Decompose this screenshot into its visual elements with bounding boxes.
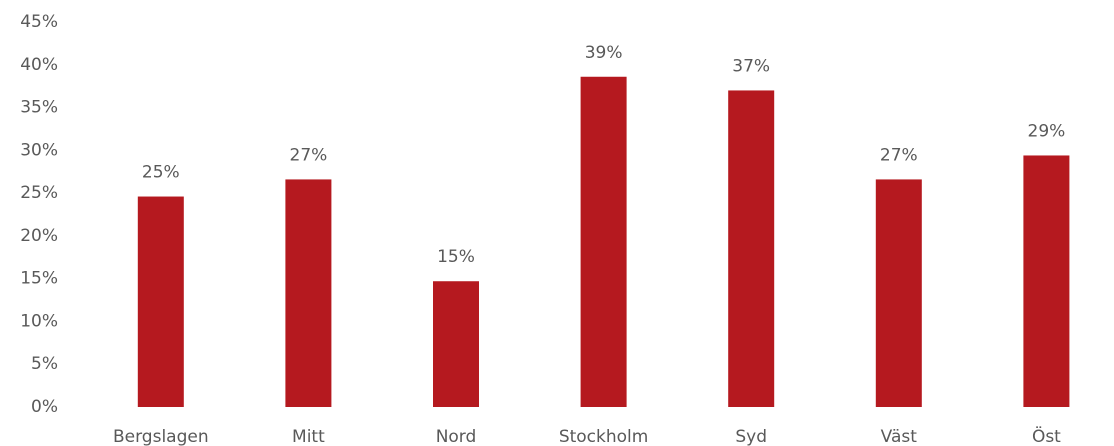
data-label: 39% [585, 43, 623, 63]
data-label: 15% [437, 247, 475, 267]
y-tick-label: 45% [20, 12, 58, 32]
x-tick-label: Bergslagen [113, 427, 209, 446]
bar [433, 281, 479, 407]
y-tick-label: 5% [31, 354, 58, 374]
y-tick-label: 15% [20, 269, 58, 289]
y-tick-label: 10% [20, 311, 58, 331]
bar [1023, 155, 1070, 407]
y-tick-label: 20% [20, 226, 58, 246]
y-tick-label: 40% [20, 55, 58, 75]
data-label: 27% [290, 145, 328, 165]
bar [728, 90, 775, 407]
y-tick-label: 30% [20, 140, 58, 160]
x-tick-label: Nord [436, 427, 477, 446]
y-tick-label: 35% [20, 98, 58, 118]
data-label: 25% [142, 163, 180, 183]
data-label: 37% [732, 56, 770, 76]
x-tick-label: Syd [735, 427, 767, 446]
bar [875, 179, 922, 407]
x-tick-label: Väst [881, 427, 918, 446]
y-tick-label: 0% [31, 397, 58, 417]
bar [285, 179, 332, 407]
data-label: 29% [1028, 121, 1066, 141]
data-label: 27% [880, 145, 918, 165]
bar [137, 196, 184, 407]
y-tick-label: 25% [20, 183, 58, 203]
x-tick-label: Mitt [292, 427, 325, 446]
bar [580, 76, 627, 407]
x-tick-label: Öst [1032, 425, 1061, 446]
x-tick-label: Stockholm [559, 427, 649, 446]
